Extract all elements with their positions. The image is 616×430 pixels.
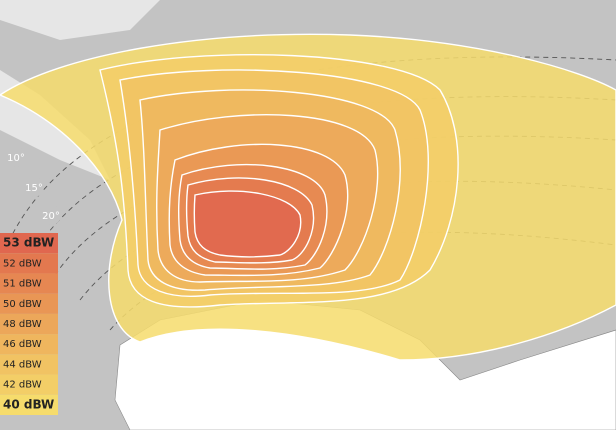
- legend-swatch: [0, 334, 58, 355]
- legend-label: 46 dBW: [3, 339, 42, 350]
- legend-swatch: [0, 273, 58, 294]
- elevation-marker: [24, 177, 44, 197]
- elevation-label: 10°: [7, 153, 25, 164]
- elevation-marker: [6, 147, 26, 167]
- legend-swatch: [0, 253, 58, 274]
- legend-label: 51 dBW: [3, 279, 42, 290]
- elevation-labels: 10° 15° 20°: [6, 147, 61, 225]
- legend-label: 40 dBW: [3, 397, 54, 411]
- legend-label: 48 dBW: [3, 319, 42, 330]
- legend-swatch: [0, 293, 58, 314]
- legend-label: 53 dBW: [3, 236, 54, 250]
- legend-swatch: [0, 374, 58, 395]
- legend-swatch: [0, 354, 58, 375]
- legend-label: 42 dBW: [3, 380, 42, 391]
- elevation-label: 15°: [25, 183, 43, 194]
- elevation-marker: [41, 205, 61, 225]
- legend-label: 50 dBW: [3, 299, 42, 310]
- legend-label: 44 dBW: [3, 359, 42, 370]
- elevation-label: 20°: [42, 211, 60, 222]
- legend-swatch: [0, 233, 58, 254]
- legend: 53 dBW 52 dBW 51 dBW 50 dBW 48 dBW 46 dBW 44 d…: [0, 233, 58, 415]
- legend-label: 52 dBW: [3, 258, 42, 269]
- footprint: [0, 33, 616, 361]
- greenland: [0, 0, 160, 40]
- legend-swatch: [0, 313, 58, 335]
- legend-swatch: [0, 394, 58, 415]
